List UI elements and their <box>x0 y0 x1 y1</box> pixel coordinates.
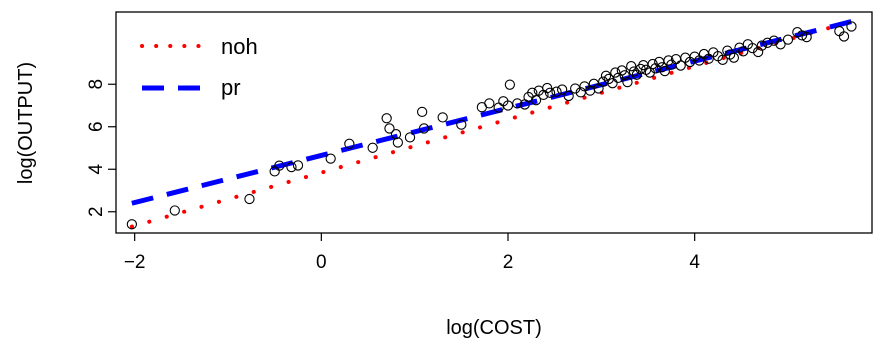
data-point <box>762 37 773 48</box>
data-point <box>169 205 180 216</box>
series-line-noh <box>129 19 854 229</box>
data-point <box>367 142 378 153</box>
data-point <box>659 65 670 77</box>
data-point <box>530 95 542 106</box>
data-point <box>484 98 495 109</box>
data-point <box>570 83 581 94</box>
y-axis: 2 4 6 8 <box>86 79 116 217</box>
data-point <box>551 86 562 97</box>
data-point <box>628 66 640 77</box>
data-point <box>292 160 304 171</box>
data-point <box>381 113 392 124</box>
data-point <box>622 76 633 88</box>
data-point <box>384 123 395 134</box>
data-point <box>619 70 630 81</box>
data-point <box>392 137 404 148</box>
x-axis-title: log(COST) <box>446 317 542 339</box>
data-point <box>768 35 780 46</box>
y-tick-label: 8 <box>86 79 107 90</box>
data-point <box>616 65 628 76</box>
points-layer <box>126 21 857 230</box>
data-point <box>456 119 467 130</box>
data-point <box>286 161 297 173</box>
data-point <box>775 39 786 50</box>
data-point <box>626 61 637 72</box>
data-point <box>437 112 448 123</box>
legend-label-noh: noh <box>221 34 258 59</box>
data-point <box>274 160 285 171</box>
y-tick-label: 2 <box>86 206 107 217</box>
data-point <box>563 90 574 102</box>
data-point <box>650 63 661 74</box>
data-point <box>717 54 728 65</box>
x-axis: −2 0 2 4 <box>124 233 700 273</box>
data-point <box>724 49 736 60</box>
data-point <box>126 219 138 230</box>
data-point <box>607 78 618 89</box>
x-tick-label: 2 <box>503 252 514 273</box>
data-point <box>846 21 857 32</box>
data-point <box>344 138 355 149</box>
data-point <box>325 153 336 164</box>
data-point <box>796 30 808 41</box>
data-point <box>544 87 556 98</box>
data-point <box>752 46 764 58</box>
data-point <box>747 42 758 54</box>
data-point <box>838 31 850 42</box>
data-point <box>404 132 416 143</box>
x-tick-label: 0 <box>316 252 327 273</box>
data-point <box>631 69 642 80</box>
data-point <box>418 123 430 134</box>
data-point <box>512 98 523 109</box>
x-tick-label: 4 <box>689 252 700 273</box>
y-tick-label: 4 <box>86 164 107 175</box>
data-point <box>600 70 612 81</box>
data-point <box>593 83 604 94</box>
x-tick-label: −2 <box>124 252 146 273</box>
data-point <box>502 100 514 111</box>
data-point <box>244 193 255 205</box>
data-point <box>801 31 812 43</box>
data-point <box>390 129 402 140</box>
legend: noh pr <box>140 34 258 100</box>
data-point <box>675 60 686 71</box>
y-tick-label: 6 <box>86 121 107 132</box>
y-axis-title: log(OUTPUT) <box>15 62 37 184</box>
legend-label-pr: pr <box>221 75 241 100</box>
data-point <box>556 84 568 95</box>
data-point <box>610 67 621 78</box>
plot-frame <box>115 11 873 234</box>
data-point <box>504 79 516 90</box>
data-point <box>756 40 768 51</box>
data-point <box>738 46 749 57</box>
data-point <box>782 34 794 45</box>
data-point <box>416 106 428 118</box>
data-point <box>728 52 740 63</box>
